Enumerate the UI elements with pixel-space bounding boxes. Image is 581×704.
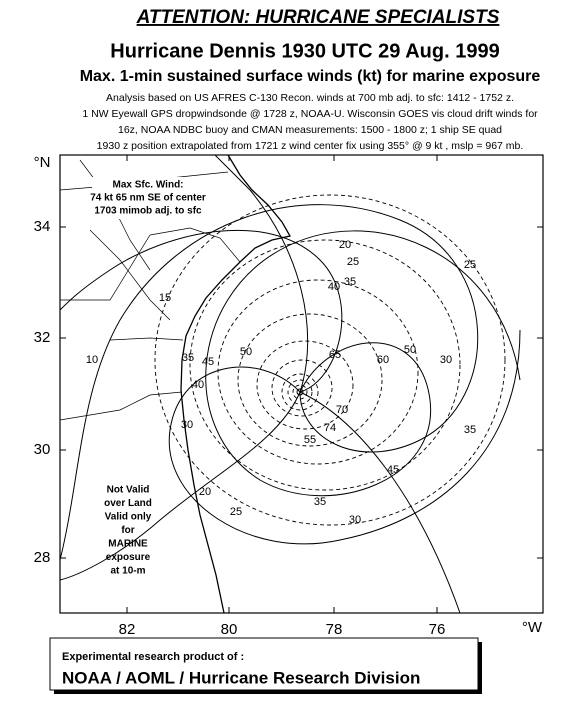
- validity-line: over Land: [104, 498, 152, 509]
- lat-tick-label: 28: [34, 549, 51, 566]
- hurricane-center: [296, 388, 304, 396]
- note: 16z, NOAA NDBC buoy and CMAN measurement…: [118, 124, 502, 136]
- contour-label: 50: [240, 346, 252, 358]
- lon-tick-label: 76: [429, 621, 446, 638]
- contour-label: 20: [339, 239, 351, 251]
- contour-label: 30: [349, 514, 361, 526]
- title: Hurricane Dennis 1930 UTC 29 Aug. 1999: [110, 40, 499, 62]
- lon-tick-label: 78: [326, 621, 343, 638]
- subtitle: Max. 1-min sustained surface winds (kt) …: [80, 68, 541, 85]
- contour-label: 35: [182, 352, 194, 364]
- lon-tick-label: 80: [221, 621, 238, 638]
- lat-tick-label: 32: [34, 329, 51, 346]
- contour-label: 60: [377, 354, 389, 366]
- contour-label: 55: [304, 434, 316, 446]
- contour-label: 25: [347, 256, 359, 268]
- contour-label: 40: [328, 281, 340, 293]
- contour-label: 70: [336, 404, 348, 416]
- note: Analysis based on US AFRES C-130 Recon. …: [106, 92, 514, 104]
- note: 1930 z position extrapolated from 1721 z…: [97, 140, 524, 152]
- lat-tick-label: 34: [34, 218, 51, 235]
- contour-label: 45: [387, 464, 399, 476]
- lat-tick-label: 30: [34, 441, 51, 458]
- contour-label: 35: [314, 496, 326, 508]
- map-content: [60, 155, 521, 613]
- contour-label: 65: [329, 349, 341, 361]
- map-frame: [59, 154, 544, 614]
- footer-line: Experimental research product of :: [62, 651, 244, 663]
- axes: 34 32 30 28 82 80 78 76: [34, 155, 543, 638]
- contour-label: 45: [202, 356, 214, 368]
- validity-line: Valid only: [105, 512, 152, 523]
- max-wind-note: 1703 mimob adj. to sfc: [94, 206, 202, 217]
- wind-contours: [60, 155, 521, 613]
- contour-label: 25: [230, 506, 242, 518]
- contour-label: 30: [440, 354, 452, 366]
- validity-line: Not Valid: [107, 485, 150, 496]
- footer-org: NOAA / AOML / Hurricane Research Divisio…: [62, 668, 420, 687]
- validity-line: for: [121, 525, 134, 536]
- validity-line: MARINE: [108, 539, 148, 550]
- lat-unit: °N: [34, 154, 51, 171]
- validity-note: Not Valid over Land Valid only for MARINE exp…: [104, 485, 152, 577]
- coastline: [180, 155, 292, 613]
- contour-label: 20: [199, 486, 211, 498]
- contour-label: 15: [159, 292, 171, 304]
- note: 1 NW Eyewall GPS dropwindsonde @ 1728 z,…: [82, 108, 538, 120]
- contour-label: 10: [86, 354, 98, 366]
- contour-label: 50: [404, 344, 416, 356]
- contour-label: 40: [192, 379, 204, 391]
- validity-line: at 10-m: [110, 566, 145, 577]
- max-wind-note: 74 kt 65 nm SE of center: [90, 193, 206, 204]
- contour-label: 30: [181, 419, 193, 431]
- attention: ATTENTION: HURRICANE SPECIALISTS: [136, 7, 500, 28]
- max-wind-note: Max Sfc. Wind:: [112, 180, 183, 191]
- contour-label: 35: [464, 424, 476, 436]
- contour-label: 25: [464, 259, 476, 271]
- contour-label: 35: [344, 276, 356, 288]
- max-wind-box: [92, 177, 204, 219]
- map: °N °W Max Sfc. Wind: 74 kt 65 nm SE of c…: [34, 154, 544, 638]
- validity-line: exposure: [106, 552, 151, 563]
- lon-tick-label: 82: [119, 621, 136, 638]
- contour-label: 74: [324, 422, 336, 434]
- footer-box: [49, 637, 479, 691]
- lon-unit: °W: [522, 619, 543, 636]
